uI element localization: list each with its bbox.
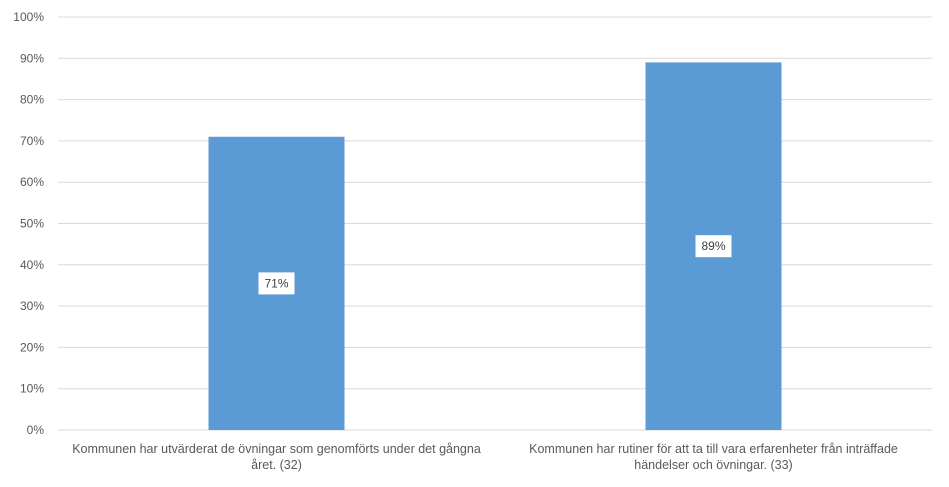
y-tick-label: 10%	[20, 382, 44, 396]
data-label-box	[258, 272, 295, 295]
y-tick-label: 30%	[20, 299, 44, 313]
y-tick-label: 50%	[20, 217, 44, 231]
y-tick-label: 20%	[20, 340, 44, 354]
y-axis-tick-labels: 0% 10% 20% 30% 40% 50% 60% 70% 80% 90% 100%	[13, 10, 44, 437]
data-label-text: 89%	[701, 239, 725, 253]
category-label: Kommunen har rutiner för att ta till var…	[529, 442, 898, 472]
data-label: 71%	[258, 272, 295, 295]
y-tick-label: 100%	[13, 10, 44, 24]
data-label-box	[695, 235, 732, 258]
y-tick-label: 70%	[20, 134, 44, 148]
data-labels: 71% 89%	[258, 235, 732, 295]
y-tick-label: 90%	[20, 51, 44, 65]
data-label-text: 71%	[264, 276, 288, 290]
y-tick-label: 40%	[20, 258, 44, 272]
y-tick-label: 60%	[20, 175, 44, 189]
y-tick-label: 0%	[27, 423, 45, 437]
data-label: 89%	[695, 235, 732, 258]
category-label: Kommunen har utvärderat de övningar som …	[72, 442, 481, 472]
gridlines	[58, 16, 932, 431]
y-tick-label: 80%	[20, 93, 44, 107]
